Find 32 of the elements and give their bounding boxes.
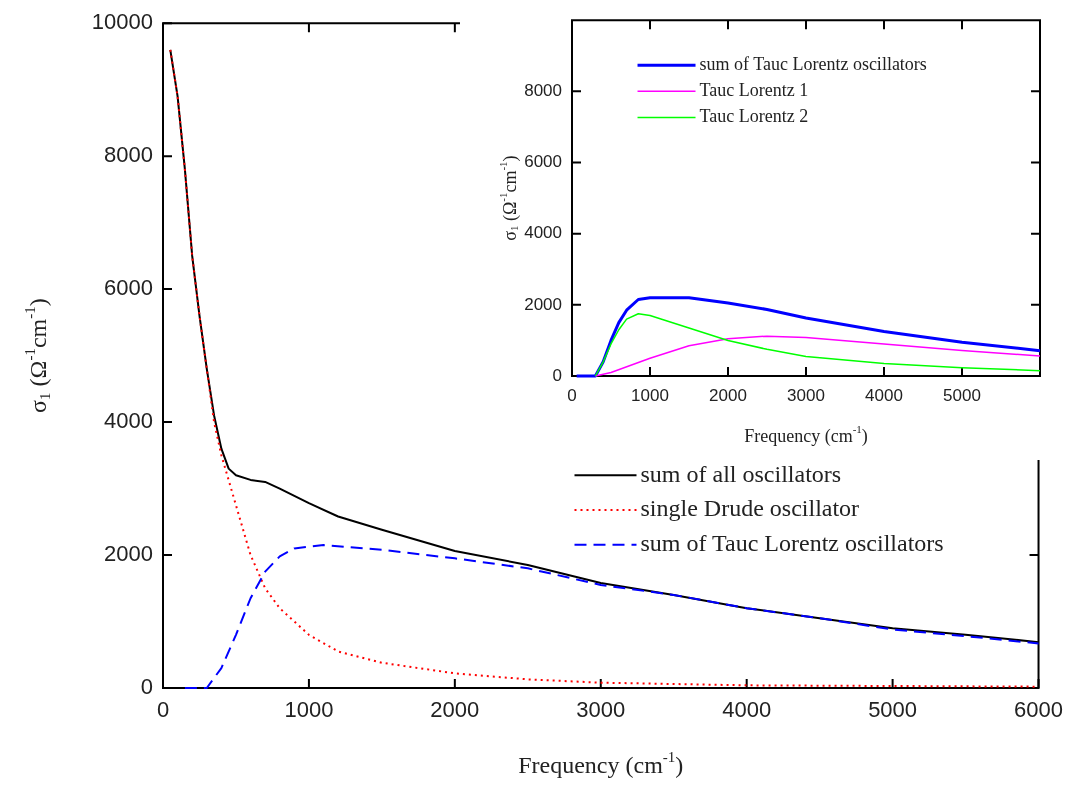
y-tick-label: 8000 <box>104 142 153 168</box>
y-tick-label: 6000 <box>104 275 153 301</box>
x-tick-label: 2000 <box>709 385 747 405</box>
x-tick-label: 4000 <box>865 385 903 405</box>
x-tick-label: 5000 <box>943 385 981 405</box>
legend-label: single Drude oscillator <box>640 495 860 522</box>
y-tick-label: 10000 <box>91 9 153 35</box>
x-tick-label: 3000 <box>787 385 825 405</box>
x-tick-label: 0 <box>567 385 577 405</box>
x-tick-label: 5000 <box>868 697 918 723</box>
legend-label: Tauc Lorentz 1 <box>699 80 809 101</box>
y-tick-label: 2000 <box>104 541 153 567</box>
y-axis-title: σ1 (Ω-1cm-1) <box>21 298 53 413</box>
x-tick-label: 4000 <box>722 697 772 723</box>
x-tick-label: 1000 <box>631 385 669 405</box>
y-tick-label: 4000 <box>524 223 562 243</box>
x-tick-label: 2000 <box>430 697 480 723</box>
y-tick-label: 0 <box>552 365 562 385</box>
x-tick-label: 3000 <box>576 697 626 723</box>
x-tick-label: 6000 <box>1014 697 1064 723</box>
legend-label: sum of Tauc Lorentz oscillators <box>640 530 944 557</box>
legend-label: Tauc Lorentz 2 <box>699 106 809 127</box>
legend-label: sum of all oscillators <box>640 460 842 487</box>
x-tick-label: 1000 <box>284 697 334 723</box>
y-tick-label: 8000 <box>524 81 562 101</box>
x-tick-label: 0 <box>156 697 170 723</box>
legend-label: sum of Tauc Lorentz oscillators <box>699 53 927 74</box>
y-tick-label: 6000 <box>524 152 562 172</box>
y-axis-title: σ1 (Ω-1cm-1) <box>496 155 521 241</box>
y-tick-label: 2000 <box>524 294 562 314</box>
y-tick-label: 0 <box>140 674 153 700</box>
y-tick-label: 4000 <box>104 408 153 434</box>
